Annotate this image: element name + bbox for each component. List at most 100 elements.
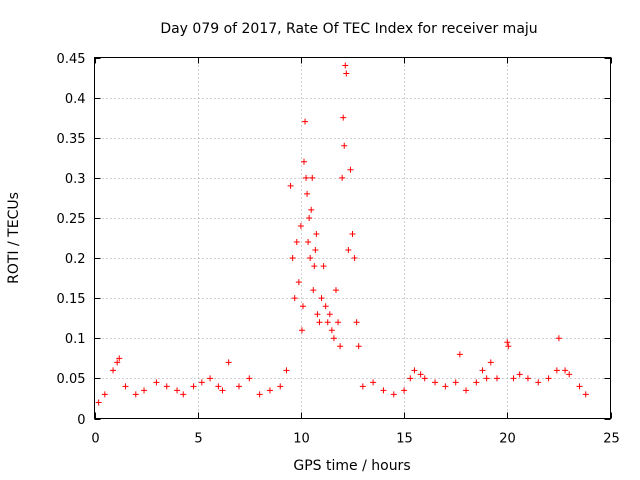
data-point [562,367,569,374]
x-tick-label: 5 [194,432,202,447]
data-point [516,371,523,378]
x-tick-label: 10 [293,432,310,447]
data-point [524,375,531,382]
data-point [314,311,321,318]
data-point [318,295,325,302]
data-point [311,263,318,270]
data-point [163,383,170,390]
data-point [452,379,459,386]
data-point [198,379,205,386]
data-point [473,379,480,386]
data-point [289,255,296,262]
y-tick-label: 0.4 [65,92,86,107]
data-point [355,343,362,350]
data-point [553,367,560,374]
data-point [190,383,197,390]
data-point [246,375,253,382]
data-point [313,230,320,237]
y-tick-label: 0.3 [65,172,86,187]
data-point [353,319,360,326]
data-point [291,295,298,302]
data-point [122,383,129,390]
data-point [277,383,284,390]
data-point [297,222,304,229]
data-point [287,182,294,189]
grid-lines [94,57,611,419]
x-tick-label: 20 [499,432,516,447]
data-point [300,158,307,165]
data-point [207,375,214,382]
data-point [463,387,470,394]
axis-ticks [94,57,612,420]
data-point [342,62,349,69]
data-point [305,239,312,246]
data-point [337,343,344,350]
data-point [510,375,517,382]
data-point [308,206,315,213]
data-point [298,327,305,334]
y-tick-label: 0 [77,413,85,428]
data-point [340,114,347,121]
data-point [95,399,102,406]
data-point [479,367,486,374]
data-point [293,239,300,246]
data-point [421,375,428,382]
data-point [141,387,148,394]
data-points [95,62,589,406]
data-point [295,279,302,286]
data-point [332,287,339,294]
y-tick-label: 0.35 [57,132,86,147]
data-point [312,247,319,254]
y-tick-label: 0.45 [57,52,86,67]
data-point [132,391,139,398]
data-point [330,335,337,342]
data-point [566,371,573,378]
data-point [304,190,311,197]
chart-title: Day 079 of 2017, Rate Of TEC Index for r… [160,21,537,37]
data-point [345,247,352,254]
data-point [343,70,350,77]
data-point [505,343,512,350]
data-point [582,391,589,398]
data-point [535,379,542,386]
data-point [310,287,317,294]
data-point [390,391,397,398]
plot-frame [94,57,611,419]
data-point [153,379,160,386]
data-point [339,174,346,181]
data-point [380,387,387,394]
data-point [411,367,418,374]
data-point [341,142,348,149]
data-point [110,367,117,374]
y-axis-label: ROTI / TECUs [6,192,22,284]
y-tick-labels: 0 0.05 0.1 0.15 0.2 0.25 0.3 0.35 0.4 0.45 [57,52,86,428]
data-point [299,303,306,310]
y-tick-label: 0.05 [57,372,86,387]
data-point [101,391,108,398]
data-point [116,355,123,362]
data-point [303,174,310,181]
data-point [306,214,313,221]
data-point [180,391,187,398]
data-point [174,387,181,394]
data-point [283,367,290,374]
data-point [483,375,490,382]
data-point [555,335,562,342]
data-point [442,383,449,390]
data-point [370,379,377,386]
data-point [235,383,242,390]
data-point [401,387,408,394]
data-point [487,359,494,366]
data-point [432,379,439,386]
x-tick-label: 25 [603,432,620,447]
data-point [359,383,366,390]
data-point [215,383,222,390]
data-point [493,375,500,382]
data-point [316,319,323,326]
data-point [349,230,356,237]
data-point [322,303,329,310]
data-point [545,375,552,382]
y-tick-label: 0.15 [57,292,86,307]
x-tick-label: 15 [396,432,413,447]
data-point [335,319,342,326]
